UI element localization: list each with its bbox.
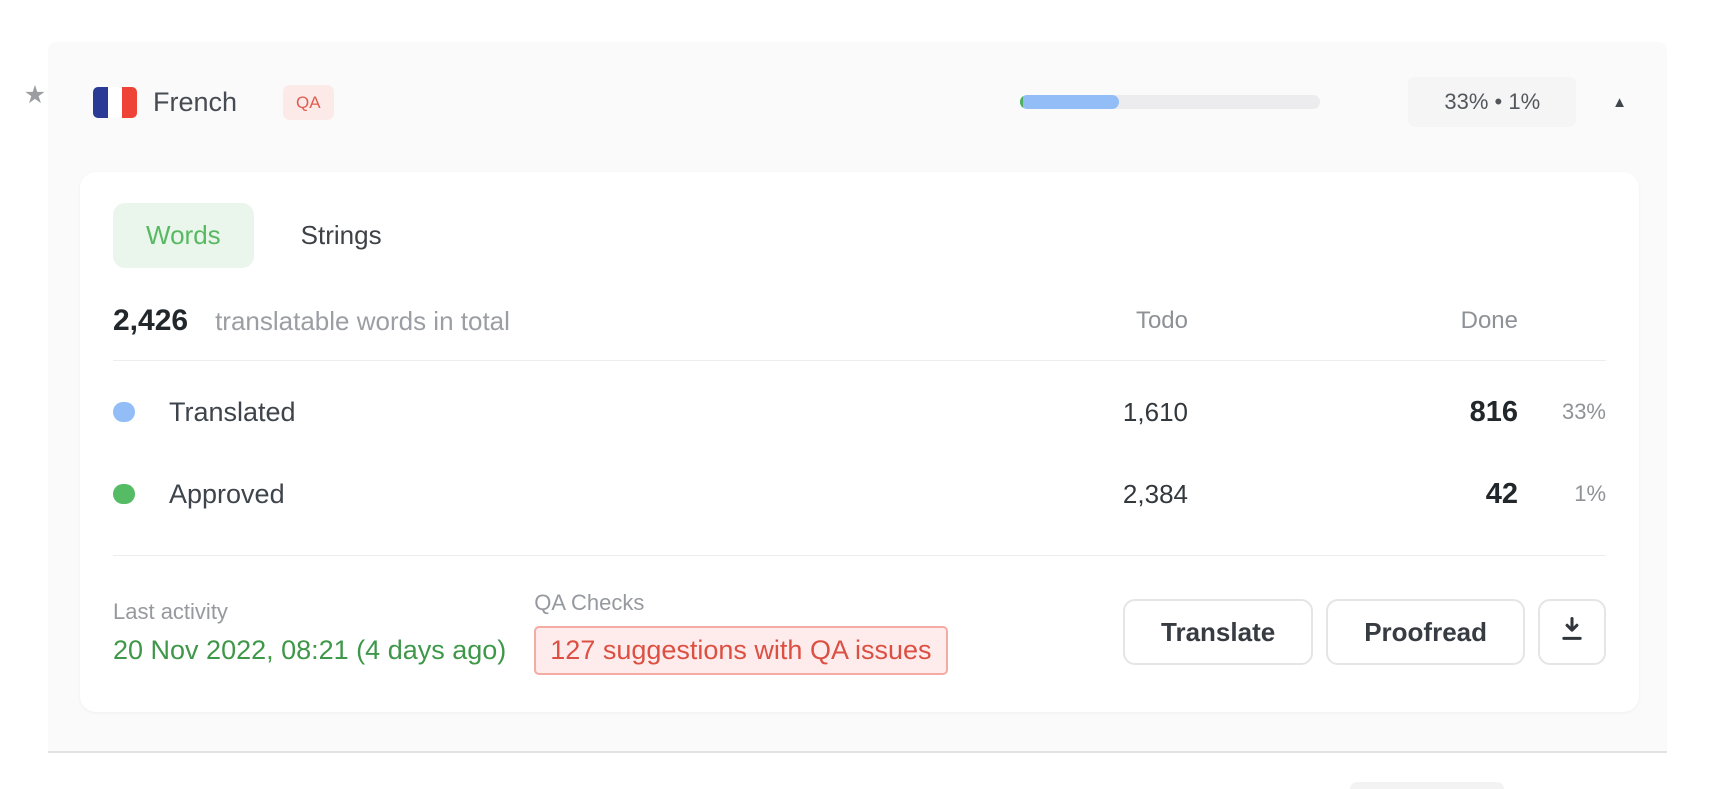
approved-dot-icon — [113, 484, 135, 504]
qa-checks-label: QA Checks — [534, 589, 645, 615]
last-activity-label: Last activity — [113, 598, 228, 624]
language-name: French — [153, 86, 238, 117]
flag-stripe-red — [122, 86, 137, 118]
language-row-header[interactable]: French QA 33% • 1% ▲ — [48, 42, 1667, 162]
total-words-label: translatable words in total — [215, 306, 510, 336]
flag-stripe-blue — [93, 86, 108, 118]
last-activity-block: Last activity 20 Nov 2022, 08:21 (4 days… — [113, 599, 506, 666]
translated-label: Translated — [169, 396, 296, 427]
card-footer: Last activity 20 Nov 2022, 08:21 (4 days… — [113, 555, 1606, 712]
french-flag-icon — [93, 86, 137, 118]
translated-done-value: 816 — [1469, 395, 1518, 428]
download-button[interactable] — [1538, 599, 1606, 665]
qa-issues-badge[interactable]: 127 suggestions with QA issues — [534, 625, 948, 675]
favorite-star-icon[interactable]: ★ — [23, 81, 47, 109]
translated-todo-value: 1,610 — [1122, 396, 1188, 427]
stats-table: 2,426 translatable words in total Todo D… — [113, 290, 1606, 535]
language-stats-card: Words Strings 2,426 translatable words i… — [80, 172, 1639, 712]
table-row-translated: Translated 1,610 816 33% — [113, 371, 1606, 453]
action-buttons: Translate Proofread — [1123, 599, 1606, 665]
flag-stripe-white — [107, 86, 123, 118]
next-language-row-edge — [1350, 782, 1504, 789]
total-cell: 2,426 translatable words in total — [113, 304, 1018, 338]
column-header-todo: Todo — [1135, 307, 1188, 334]
translation-progress-bar — [1020, 95, 1321, 109]
table-row-approved: Approved 2,384 42 1% — [113, 453, 1606, 535]
translate-button[interactable]: Translate — [1123, 599, 1314, 665]
approved-label-cell: Approved — [113, 479, 1018, 510]
translated-dot-icon — [113, 402, 135, 422]
progress-percent-badge[interactable]: 33% • 1% — [1408, 76, 1577, 128]
progress-translated-segment — [1020, 95, 1120, 109]
approved-todo-value: 2,384 — [1122, 478, 1188, 509]
approved-percent-value: 1% — [1574, 481, 1606, 506]
tab-words[interactable]: Words — [113, 203, 254, 268]
tab-strings[interactable]: Strings — [300, 220, 382, 250]
translated-label-cell: Translated — [113, 397, 1018, 428]
total-words-value: 2,426 — [113, 304, 189, 337]
stats-unit-tabs: Words Strings — [113, 203, 1606, 268]
proofread-button[interactable]: Proofread — [1326, 599, 1525, 665]
translated-percent-value: 33% — [1561, 399, 1606, 424]
approved-done-value: 42 — [1485, 477, 1518, 510]
collapse-chevron-icon[interactable]: ▲ — [1612, 93, 1627, 111]
stats-header-row: 2,426 translatable words in total Todo D… — [113, 290, 1606, 360]
progress-approved-segment — [1020, 95, 1024, 109]
column-header-done: Done — [1460, 307, 1518, 334]
stats-rows: Translated 1,610 816 33% Approved 2,384 … — [113, 360, 1606, 535]
last-activity-value: 20 Nov 2022, 08:21 (4 days ago) — [113, 634, 507, 665]
qa-badge[interactable]: QA — [283, 84, 334, 120]
language-row-panel: French QA 33% • 1% ▲ Words Strings 2,426… — [48, 42, 1667, 753]
download-icon — [1558, 615, 1586, 650]
approved-label: Approved — [169, 478, 285, 509]
qa-checks-block: QA Checks 127 suggestions with QA issues — [534, 589, 948, 675]
